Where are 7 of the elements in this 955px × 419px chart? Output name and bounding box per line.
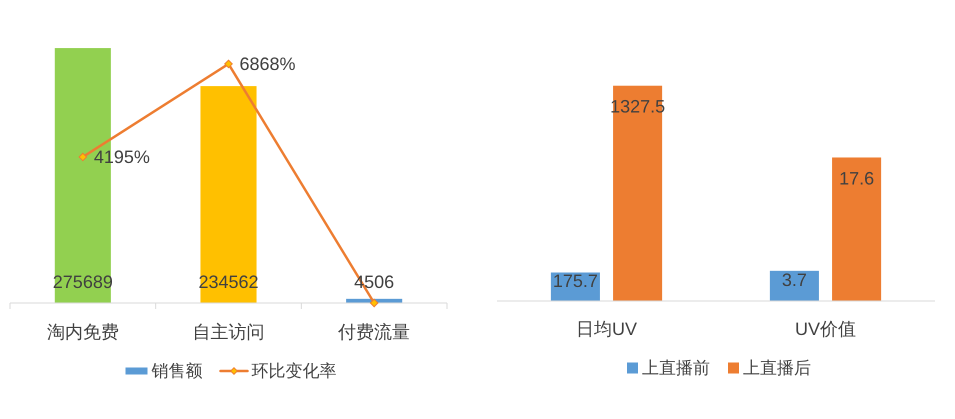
x-tick-label: UV价值 <box>794 319 856 339</box>
data-label: 3.7 <box>782 270 807 290</box>
x-tick-label: 日均UV <box>576 319 638 339</box>
data-label: 175.7 <box>552 271 598 292</box>
legend-label: 上直播后 <box>743 358 811 378</box>
data-label: 17.6 <box>839 168 874 188</box>
legend-label: 上直播前 <box>642 358 710 378</box>
